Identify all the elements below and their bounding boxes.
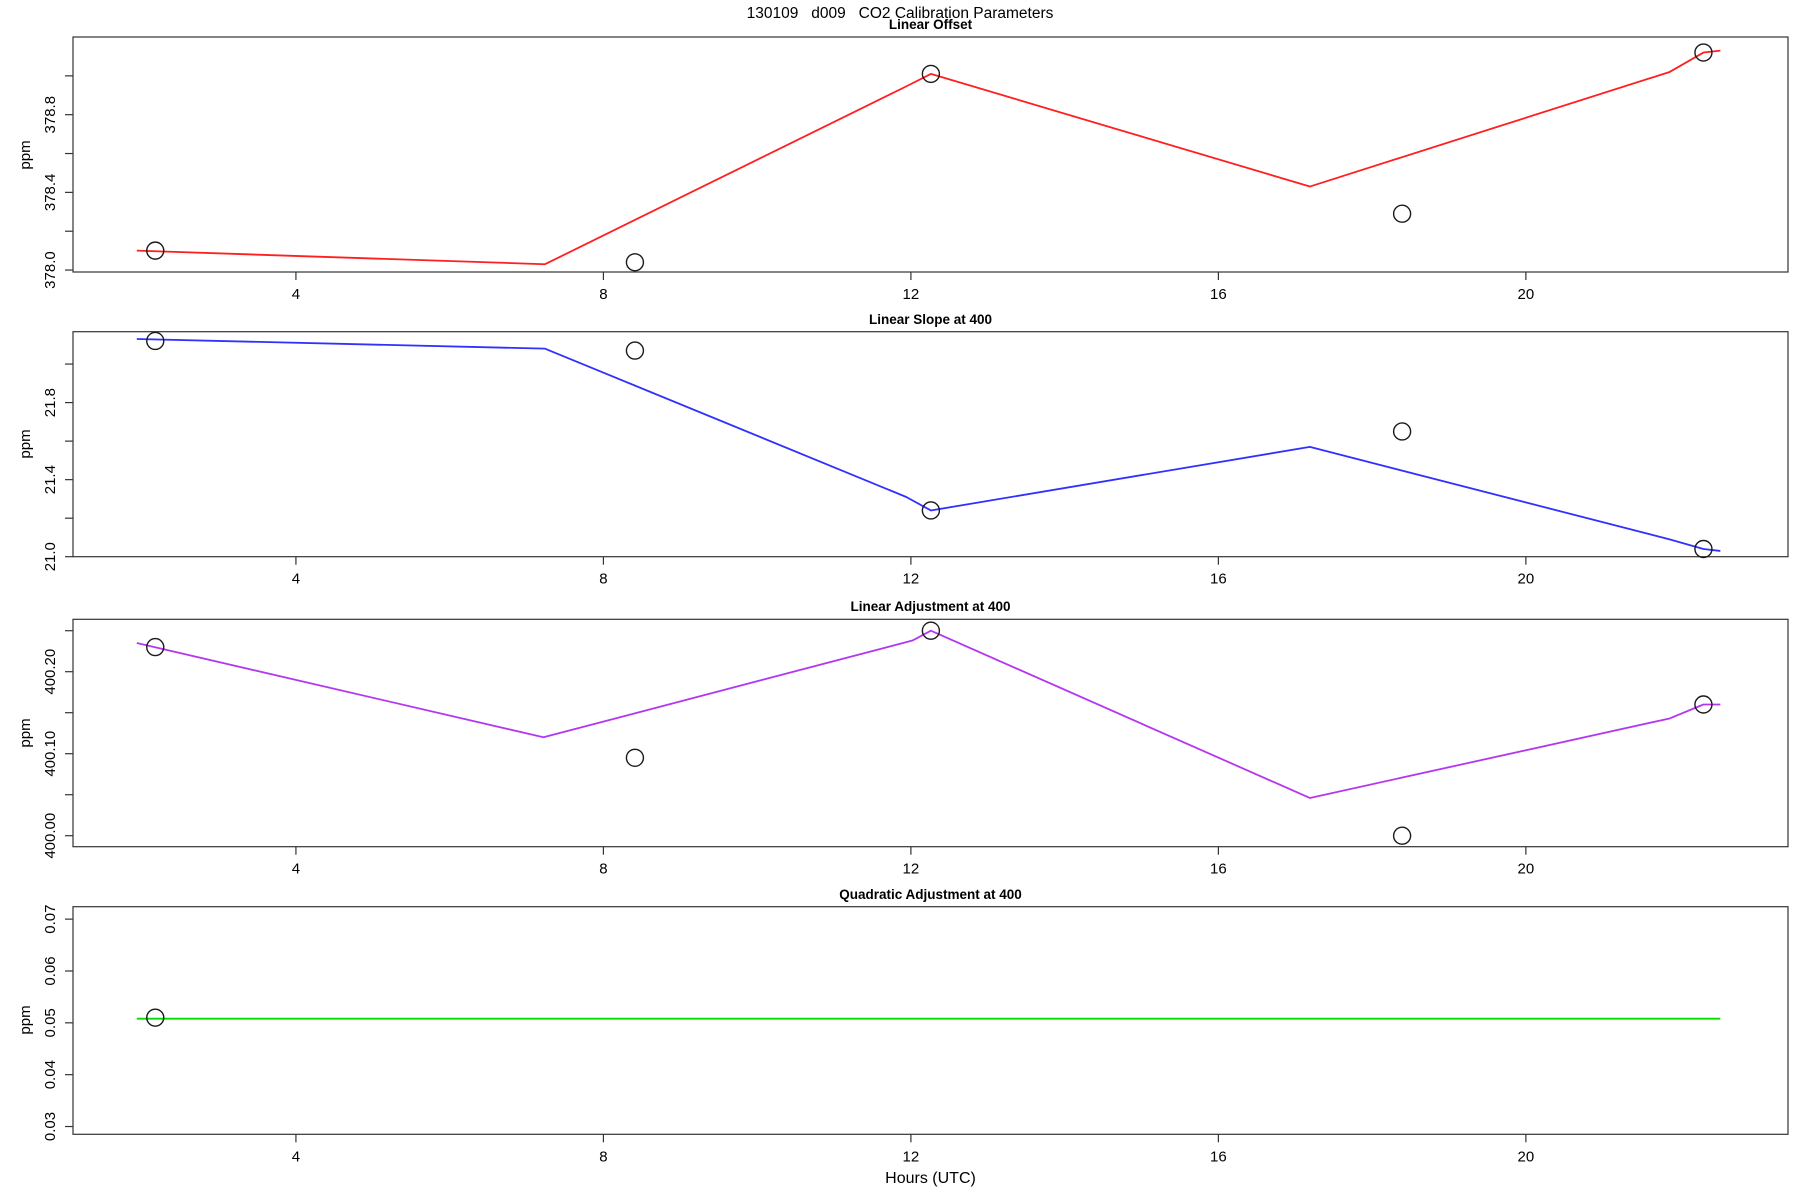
data-point — [1392, 422, 1412, 441]
x-tick-label: 8 — [599, 286, 607, 303]
plot-box — [72, 331, 1789, 558]
series-line — [136, 49, 1721, 266]
data-point — [625, 341, 645, 360]
x-tick-label: 4 — [292, 286, 300, 303]
panel-title-quadratic-adjustment: Quadratic Adjustment at 400 — [839, 887, 1022, 902]
data-point — [1694, 43, 1713, 62]
x-tick-label: 20 — [1518, 1148, 1535, 1165]
data-point — [146, 241, 165, 260]
data-point — [625, 253, 645, 272]
y-tick-label: 378.4 — [42, 174, 59, 212]
data-point — [625, 748, 645, 768]
plot-box — [72, 36, 1789, 273]
data-point — [146, 637, 165, 657]
plot-box — [72, 906, 1789, 1135]
x-tick-label: 12 — [903, 286, 920, 303]
y-tick-label: 21.4 — [42, 465, 59, 494]
y-tick-label: 0.04 — [42, 1060, 59, 1089]
y-tick-label: 378.0 — [42, 251, 59, 289]
x-tick-label: 20 — [1518, 286, 1535, 303]
x-tick-label: 20 — [1518, 571, 1535, 588]
data-point — [146, 331, 165, 351]
x-tick-label: 8 — [599, 1148, 607, 1165]
y-tick-label: 400.20 — [42, 649, 59, 695]
panel-4: 4 8 12 16 20 0.03 0.04 0.05 0.06 0.07 — [42, 905, 1789, 1165]
x-tick-label: 16 — [1210, 286, 1227, 303]
y-tick-label: 0.05 — [42, 1008, 59, 1037]
x-tick-label: 4 — [292, 571, 300, 588]
y-tick-label: 21.8 — [42, 388, 59, 417]
data-point — [1694, 539, 1713, 559]
data-point — [921, 621, 941, 640]
y-tick-label: 400.00 — [42, 813, 59, 859]
x-tick-label: 12 — [903, 861, 920, 878]
y-tick-label: 0.03 — [42, 1112, 59, 1141]
x-axis-label: Hours (UTC) — [885, 1170, 976, 1187]
x-tick-label: 20 — [1518, 861, 1535, 878]
data-point — [1392, 826, 1412, 845]
data-point — [1694, 695, 1713, 714]
series-line — [136, 629, 1721, 799]
y-tick-label: 0.07 — [42, 905, 59, 934]
x-tick-label: 8 — [599, 861, 607, 878]
x-tick-label: 4 — [292, 861, 300, 878]
y-tick-label: 21.0 — [42, 542, 59, 571]
x-tick-label: 8 — [599, 571, 607, 588]
panel-3: 4 8 12 16 20 400.00 400.10 400.20 — [42, 618, 1789, 878]
y-tick-label: 400.10 — [42, 731, 59, 777]
x-tick-label: 12 — [903, 571, 920, 588]
data-point — [146, 1008, 165, 1027]
panel-2: 4 8 12 16 20 21.0 21.4 21.8 — [42, 331, 1789, 588]
data-point — [921, 64, 941, 84]
plot-box — [72, 618, 1789, 848]
series-line — [136, 338, 1721, 552]
x-tick-label: 16 — [1210, 1148, 1227, 1165]
x-tick-label: 16 — [1210, 861, 1227, 878]
x-tick-label: 4 — [292, 1148, 300, 1165]
panel-title-linear-slope: Linear Slope at 400 — [868, 312, 993, 327]
x-tick-label: 16 — [1210, 571, 1227, 588]
panel-title-linear-adjustment: Linear Adjustment at 400 — [850, 599, 1011, 614]
y-tick-label: 378.8 — [42, 96, 59, 134]
page-title: 130109 d009 CO2 Calibration Parameters — [746, 5, 1054, 22]
panel-1: 4 8 12 16 20 378.0 378.4 378.8 — [42, 36, 1789, 303]
data-point — [1392, 204, 1412, 223]
data-point — [921, 501, 941, 520]
panel-title-linear-offset: Linear Offset — [888, 17, 973, 32]
y-tick-label: 0.06 — [42, 956, 59, 985]
x-tick-label: 12 — [903, 1148, 920, 1165]
